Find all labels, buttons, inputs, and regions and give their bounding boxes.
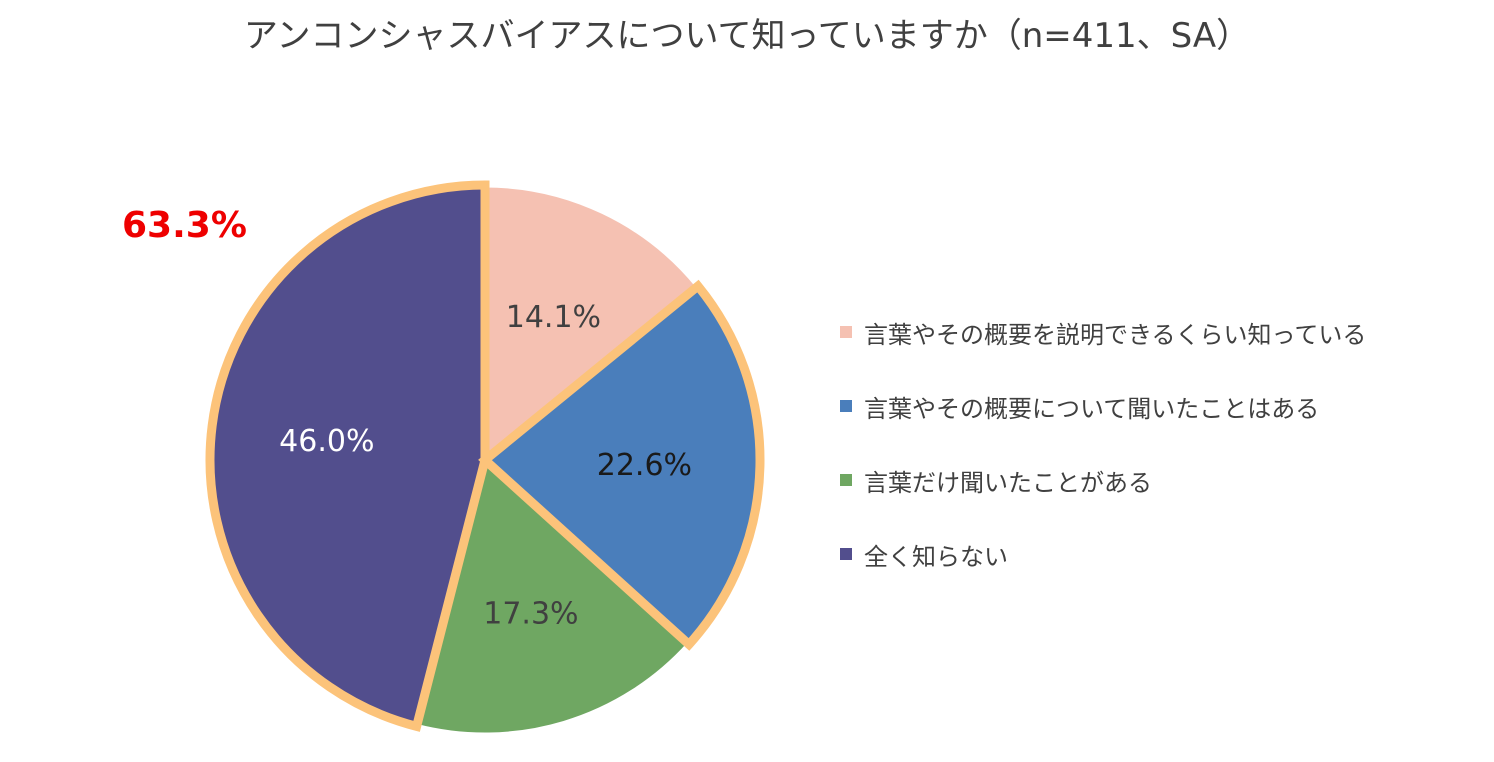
legend-swatch-2 bbox=[840, 474, 852, 486]
highlight-outline-1 bbox=[478, 279, 765, 651]
legend-item-1: 言葉やその概要について聞いたことはある bbox=[840, 369, 1366, 443]
legend-swatch-3 bbox=[840, 548, 852, 560]
chart-title: アンコンシャスバイアスについて知っていますか（n=411、SA） bbox=[243, 16, 1251, 56]
legend-item-0: 言葉やその概要を説明できるくらい知っている bbox=[840, 295, 1366, 369]
legend-swatch-1 bbox=[840, 400, 852, 412]
legend-label-0: 言葉やその概要を説明できるくらい知っている bbox=[864, 320, 1367, 349]
legend-label-3: 全く知らない bbox=[864, 542, 1008, 571]
legend: 言葉やその概要を説明できるくらい知っている 言葉やその概要について聞いたことはある… bbox=[840, 295, 1366, 591]
slice-value-label-3: 46.0% bbox=[279, 424, 374, 459]
pie-slice-0 bbox=[482, 182, 701, 463]
slice-value-label-1: 22.6% bbox=[597, 448, 692, 483]
highlight-total-label: 63.3% bbox=[122, 205, 247, 246]
legend-swatch-0 bbox=[840, 326, 852, 338]
legend-item-2: 言葉だけ聞いたことがある bbox=[840, 443, 1366, 517]
slice-value-label-2: 17.3% bbox=[483, 597, 578, 632]
legend-label-1: 言葉やその概要について聞いたことはある bbox=[864, 394, 1320, 423]
slice-value-label-0: 14.1% bbox=[506, 300, 601, 335]
legend-label-2: 言葉だけ聞いたことがある bbox=[864, 468, 1152, 497]
pie-slice-2 bbox=[414, 457, 692, 738]
legend-item-3: 全く知らない bbox=[840, 517, 1366, 591]
highlight-outline-3 bbox=[205, 180, 490, 732]
